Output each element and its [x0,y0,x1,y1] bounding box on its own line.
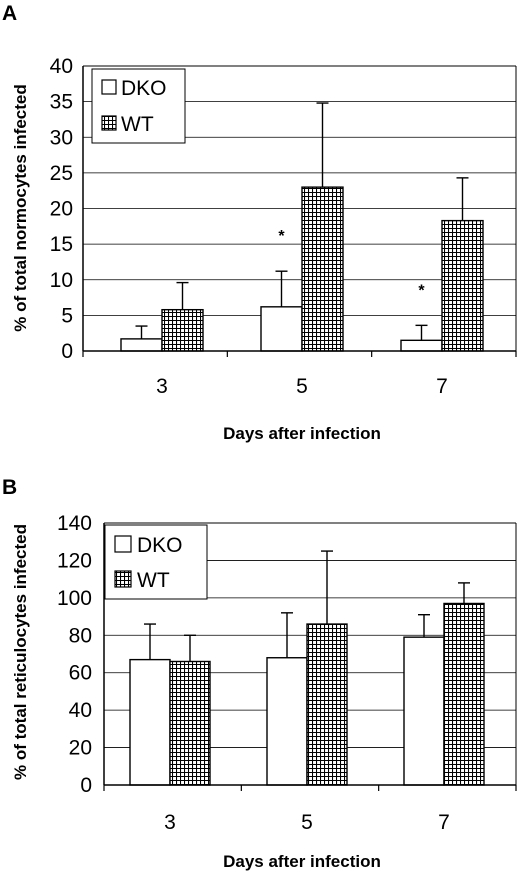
b-y-axis-label: % of total reticulocytes infected [11,524,30,780]
b-bar-dko [129,658,171,786]
b-y-tick-label: 140 [57,512,92,535]
b-legend-swatch-wt [114,570,132,588]
b-x-tick-label: 5 [301,811,313,834]
b-y-tick-label: 100 [57,587,92,610]
b-y-tick-label: 40 [69,699,92,722]
b-legend-label-wt: WT [137,569,170,592]
b-x-axis-label: Days after infection [223,852,381,871]
b-bar-wt [306,623,348,786]
panel-b: B 0 20 40 60 80 100 120 140 3 5 7 % of total reti… [2,476,517,871]
a-legend-swatch-dko [101,79,117,95]
a-y-tick-label: 20 [50,198,73,221]
b-y-tick-label: 20 [69,737,92,760]
panel-letter-a: A [2,2,17,25]
a-y-tick-label: 10 [50,269,73,292]
b-legend-swatch-dko [114,535,132,553]
b-legend: DKO WT [104,524,208,600]
a-significance-marks: ** [278,228,425,299]
a-y-tick-label: 15 [50,233,73,256]
b-y-tick-label: 120 [57,549,92,572]
b-bars [129,602,485,786]
a-y-tick-label: 25 [50,162,73,185]
a-x-tick-label: 3 [156,375,168,398]
b-bar-wt [169,660,211,786]
b-bar-wt [443,602,485,786]
a-bars [120,186,484,352]
a-y-tick-label: 40 [50,55,73,78]
a-significance-star: * [418,282,425,299]
b-x-tick-labels: 3 5 7 [164,811,450,834]
a-bar-dko [400,339,443,352]
a-bar-dko [120,338,163,352]
a-y-tick-label: 30 [50,126,73,149]
a-x-tick-label: 7 [436,375,448,398]
b-y-tick-labels: 0 20 40 60 80 100 120 140 [57,512,92,797]
a-x-tick-labels: 3 5 7 [156,375,448,398]
b-y-tick-label: 80 [69,624,92,647]
a-axes [82,65,517,357]
a-legend: DKO WT [91,68,186,144]
panel-letter-b: B [2,476,17,499]
b-legend-label-dko: DKO [137,534,183,557]
b-y-tick-label: 60 [69,662,92,685]
a-bar-dko [260,306,303,352]
b-error-bars [144,550,470,662]
a-y-tick-label: 35 [50,91,73,114]
b-x-tick-label: 3 [164,811,176,834]
a-x-tick-label: 5 [296,375,308,398]
b-y-tick-label: 0 [80,774,92,797]
b-axes [103,522,517,791]
a-legend-label-wt: WT [121,113,154,136]
a-y-axis-label: % of total normocytes infected [11,84,30,331]
a-bar-wt [441,219,484,352]
a-legend-label-dko: DKO [121,77,167,100]
b-bar-dko [266,657,308,786]
a-legend-swatch-wt [101,115,117,131]
a-error-bars [135,102,469,341]
a-bar-wt [301,186,344,352]
a-y-tick-label: 0 [61,340,73,363]
b-x-tick-label: 7 [438,811,450,834]
a-significance-star: * [278,228,285,245]
a-y-tick-labels: 0 5 10 15 20 25 30 35 40 [50,55,73,363]
b-bar-dko [403,636,445,786]
a-y-tick-label: 5 [61,304,73,327]
a-x-axis-label: Days after infection [223,424,381,443]
a-bar-wt [161,308,204,352]
